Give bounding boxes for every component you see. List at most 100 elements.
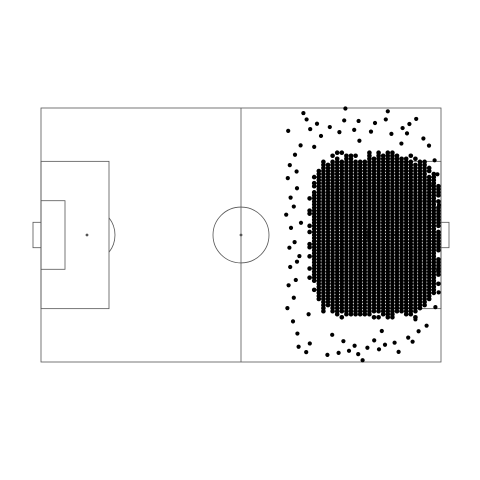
- scatter-point: [287, 163, 292, 168]
- cluster-point: [422, 302, 427, 308]
- scatter-points: [284, 106, 442, 363]
- scatter-point: [343, 106, 348, 111]
- cluster-point: [330, 153, 335, 159]
- scatter-point: [298, 220, 304, 225]
- scatter-point: [421, 136, 426, 141]
- cluster-point: [390, 314, 395, 320]
- cluster-point: [436, 247, 441, 253]
- cluster-point: [307, 275, 312, 280]
- scatter-point: [292, 240, 297, 245]
- centre-spot: [239, 233, 243, 237]
- scatter-point: [297, 253, 302, 259]
- cluster-point: [339, 308, 345, 314]
- scatter-point: [314, 121, 320, 126]
- cluster-point: [307, 229, 312, 235]
- scatter-point: [342, 118, 347, 123]
- scatter-point: [296, 344, 301, 349]
- cluster-point: [413, 308, 418, 314]
- scatter-point: [379, 328, 384, 334]
- scatter-point: [372, 338, 377, 343]
- scatter-point: [365, 345, 370, 350]
- scatter-point: [290, 319, 296, 324]
- scatter-point: [356, 118, 361, 124]
- cluster-point: [394, 308, 400, 314]
- scatter-point: [392, 340, 397, 345]
- scatter-point: [294, 169, 299, 174]
- scatter-point: [410, 339, 415, 344]
- scatter-point: [346, 348, 352, 353]
- cluster-point: [311, 174, 317, 180]
- cluster-point: [339, 314, 345, 320]
- scatter-point: [293, 277, 298, 283]
- scatter-point: [389, 131, 394, 137]
- scatter-point: [404, 131, 410, 136]
- scatter-point: [400, 125, 405, 131]
- scatter-point: [285, 176, 290, 181]
- scatter-point: [306, 312, 311, 317]
- cluster-point: [357, 311, 363, 317]
- scatter-point: [304, 117, 309, 122]
- cluster-point: [385, 314, 391, 320]
- cluster-point: [316, 296, 322, 302]
- scatter-point: [288, 195, 293, 200]
- cluster-point: [307, 254, 312, 259]
- cluster-point: [417, 305, 423, 311]
- cluster-point: [399, 308, 404, 314]
- scatter-point: [294, 186, 300, 191]
- scatter-point: [286, 283, 291, 288]
- left-goal: [32, 221, 42, 249]
- scatter-point: [414, 116, 419, 122]
- scatter-point: [396, 349, 401, 354]
- cluster-point: [413, 156, 418, 162]
- dense-point-cluster: [307, 150, 441, 320]
- scatter-point: [383, 117, 388, 122]
- scatter-point: [327, 124, 332, 130]
- scatter-point: [356, 352, 361, 357]
- scatter-point: [325, 352, 330, 357]
- cluster-point: [311, 278, 317, 284]
- scatter-point: [284, 212, 289, 217]
- scatter-point: [357, 138, 362, 143]
- scatter-point: [407, 121, 412, 127]
- cluster-point: [436, 199, 441, 204]
- cluster-point: [436, 223, 441, 229]
- left-penalty-spot: [85, 233, 89, 237]
- cluster-point: [376, 314, 381, 320]
- cluster-point: [307, 223, 312, 229]
- scatter-point: [435, 172, 440, 177]
- scatter-point: [301, 110, 306, 116]
- football-pitch: [32, 107, 450, 363]
- cluster-point: [426, 168, 432, 174]
- cluster-point: [376, 308, 381, 314]
- cluster-point: [436, 193, 441, 198]
- cluster-point: [408, 153, 414, 159]
- cluster-point: [408, 311, 414, 317]
- scatter-point: [406, 335, 411, 340]
- cluster-point: [307, 244, 312, 250]
- cluster-point: [330, 308, 335, 314]
- scatter-point: [382, 342, 388, 347]
- cluster-point: [426, 296, 432, 302]
- scatter-point: [336, 350, 341, 355]
- cluster-point: [307, 266, 312, 271]
- cluster-point: [380, 311, 386, 317]
- scatter-point: [436, 290, 441, 295]
- cluster-point: [334, 311, 340, 317]
- cluster-point: [371, 308, 377, 314]
- scatter-point: [286, 128, 291, 133]
- scatter-point: [413, 317, 418, 322]
- scatter-point: [360, 358, 365, 363]
- cluster-point: [344, 311, 349, 317]
- cluster-point: [353, 153, 358, 159]
- scatter-point: [385, 109, 390, 114]
- cluster-point: [348, 311, 354, 317]
- cluster-point: [321, 308, 326, 314]
- right-goal: [440, 221, 450, 249]
- scatter-point: [337, 130, 342, 135]
- scatter-point: [399, 141, 404, 146]
- scatter-point: [312, 144, 317, 149]
- scatter-point: [308, 126, 313, 132]
- scatter-point: [436, 268, 441, 273]
- scatter-point: [318, 133, 324, 139]
